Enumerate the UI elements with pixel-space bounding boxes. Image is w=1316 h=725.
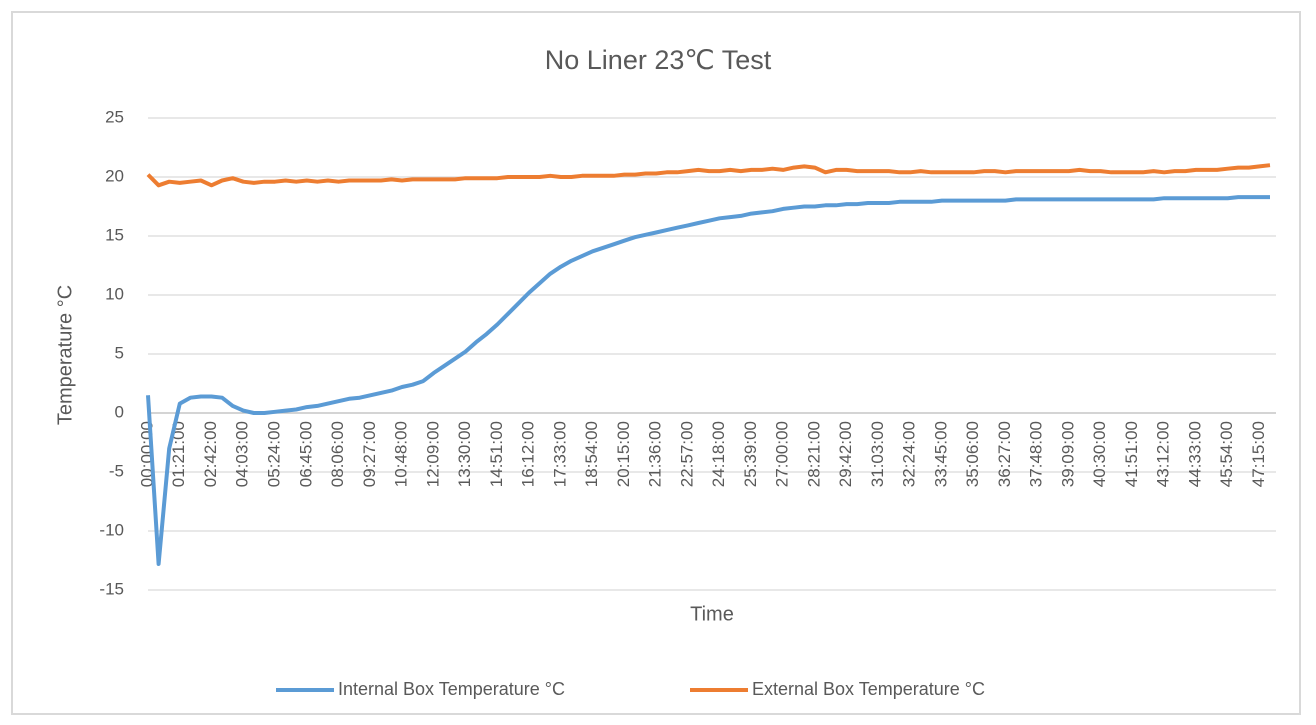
series-line [146,195,1270,566]
x-tick-label: 04:03:00 [233,421,252,487]
x-tick-label: 45:54:00 [1217,421,1236,487]
y-tick-label: 10 [105,284,124,303]
x-tick-label: 09:27:00 [360,421,379,487]
y-tick-label: 0 [115,402,124,421]
x-tick-label: 16:12:00 [519,421,538,487]
legend-label: External Box Temperature °C [752,679,985,699]
x-tick-label: 27:00:00 [773,421,792,487]
x-tick-label: 39:09:00 [1058,421,1077,487]
y-tick-label: -5 [109,461,124,480]
x-tick-label: 08:06:00 [328,421,347,487]
x-tick-label: 12:09:00 [423,421,442,487]
x-tick-label: 20:15:00 [614,421,633,487]
y-tick-label: -15 [99,579,124,598]
x-tick-label: 40:30:00 [1090,421,1109,487]
x-tick-label: 44:33:00 [1185,421,1204,487]
x-tick-label: 14:51:00 [487,421,506,487]
x-tick-label: 01:21:00 [169,421,188,487]
x-tick-label: 05:24:00 [265,421,284,487]
x-tick-label: 37:48:00 [1027,421,1046,487]
x-tick-label: 17:33:00 [550,421,569,487]
x-tick-label: 47:15:00 [1249,421,1268,487]
x-tick-label: 31:03:00 [868,421,887,487]
x-tick-label: 35:06:00 [963,421,982,487]
x-tick-label: 32:24:00 [900,421,919,487]
x-tick-label: 22:57:00 [677,421,696,487]
x-tick-label: 43:12:00 [1154,421,1173,487]
x-tick-label: 02:42:00 [201,421,220,487]
x-tick-label: 41:51:00 [1122,421,1141,487]
x-tick-label: 29:42:00 [836,421,855,487]
x-tick-label: 10:48:00 [392,421,411,487]
legend-label: Internal Box Temperature °C [338,679,565,699]
x-tick-label: 06:45:00 [296,421,315,487]
x-tick-label: 33:45:00 [931,421,950,487]
chart-title: No Liner 23℃ Test [545,45,772,75]
x-tick-label: 21:36:00 [646,421,665,487]
y-tick-label: 25 [105,107,124,126]
y-tick-label: 15 [105,225,124,244]
x-tick-label: 13:30:00 [455,421,474,487]
x-tick-label: 28:21:00 [804,421,823,487]
x-tick-label: 36:27:00 [995,421,1014,487]
x-axis-title: Time [690,603,734,625]
y-axis-title: Temperature °C [54,285,76,425]
chart-border [11,11,1301,715]
series-line [146,163,1271,188]
x-tick-label: 18:54:00 [582,421,601,487]
x-tick-label: 25:39:00 [741,421,760,487]
y-tick-label: 20 [105,166,124,185]
y-tick-label: 5 [115,343,124,362]
y-tick-label: -10 [99,520,124,539]
x-tick-label: 24:18:00 [709,421,728,487]
